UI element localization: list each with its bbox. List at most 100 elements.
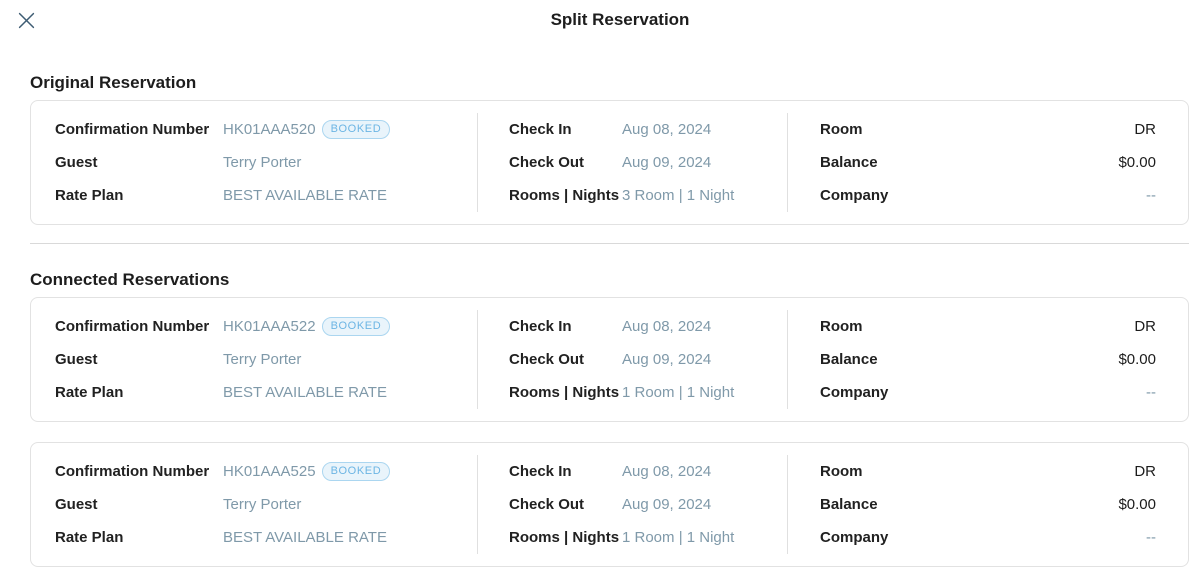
field-confirmation-number: Confirmation Number HK01AAA522 BOOKED [55,310,477,343]
field-rate-plan: Rate Plan BEST AVAILABLE RATE [55,179,477,212]
field-check-in: Check In Aug 08, 2024 [509,455,787,488]
balance-value: $0.00 [1118,351,1156,368]
field-label: Check Out [509,154,585,171]
field-label: Rate Plan [55,384,124,401]
status-badge: BOOKED [321,317,391,336]
section-heading-original: Original Reservation [30,73,197,92]
field-guest: Guest Terry Porter [55,146,477,179]
close-icon [18,12,35,29]
check-out-value: Aug 09, 2024 [622,154,712,171]
field-label: Check In [509,318,572,335]
field-label: Balance [820,351,878,368]
dialog-content: Original Reservation Confirmation Number… [30,73,1189,567]
check-in-value: Aug 08, 2024 [622,463,712,480]
field-company: Company -- [820,179,1156,212]
field-company: Company -- [820,376,1156,409]
field-confirmation-number: Confirmation Number HK01AAA520 BOOKED [55,113,477,146]
field-label: Room [820,463,863,480]
confirmation-number-value: HK01AAA522 [223,318,316,335]
company-value: -- [1146,187,1156,204]
field-check-in: Check In Aug 08, 2024 [509,113,787,146]
field-label: Check In [509,463,572,480]
room-value: DR [1134,121,1156,138]
rooms-nights-value: 1 Room | 1 Night [622,384,735,401]
field-room: Room DR [820,113,1156,146]
room-value: DR [1134,318,1156,335]
card-column-financial: Room DR Balance $0.00 Company -- [787,455,1188,554]
confirmation-number-value: HK01AAA525 [223,463,316,480]
field-rate-plan: Rate Plan BEST AVAILABLE RATE [55,376,477,409]
guest-value: Terry Porter [223,154,302,171]
field-check-out: Check Out Aug 09, 2024 [509,488,787,521]
rate-plan-value: BEST AVAILABLE RATE [223,187,387,204]
check-in-value: Aug 08, 2024 [622,121,712,138]
field-label: Guest [55,154,98,171]
field-room: Room DR [820,310,1156,343]
field-label: Rate Plan [55,187,124,204]
field-rooms-nights: Rooms | Nights 1 Room | 1 Night [509,521,787,554]
section-divider [30,243,1189,244]
guest-value: Terry Porter [223,496,302,513]
field-label: Balance [820,154,878,171]
check-out-value: Aug 09, 2024 [622,496,712,513]
field-label: Confirmation Number [55,463,210,480]
field-rooms-nights: Rooms | Nights 1 Room | 1 Night [509,376,787,409]
field-label: Check Out [509,496,585,513]
field-label: Company [820,187,889,204]
field-label: Guest [55,496,98,513]
field-guest: Guest Terry Porter [55,343,477,376]
confirmation-number-value: HK01AAA520 [223,121,316,138]
field-label: Rooms | Nights [509,187,620,204]
field-label: Check Out [509,351,585,368]
field-label: Balance [820,496,878,513]
section-heading-connected: Connected Reservations [30,270,230,289]
reservation-card: Confirmation Number HK01AAA520 BOOKED Gu… [30,100,1189,225]
card-column-stay: Check In Aug 08, 2024 Check Out Aug 09, … [477,113,787,212]
dialog-header: Split Reservation [0,0,1203,40]
check-out-value: Aug 09, 2024 [622,351,712,368]
room-value: DR [1134,463,1156,480]
field-label: Check In [509,121,572,138]
card-column-stay: Check In Aug 08, 2024 Check Out Aug 09, … [477,455,787,554]
field-label: Guest [55,351,98,368]
section-original-reservation: Original Reservation Confirmation Number… [30,73,1189,225]
company-value: -- [1146,384,1156,401]
rate-plan-value: BEST AVAILABLE RATE [223,384,387,401]
field-check-out: Check Out Aug 09, 2024 [509,343,787,376]
card-column-identity: Confirmation Number HK01AAA520 BOOKED Gu… [31,113,477,212]
section-connected-reservations: Connected Reservations Confirmation Numb… [30,270,1189,567]
card-column-stay: Check In Aug 08, 2024 Check Out Aug 09, … [477,310,787,409]
field-check-out: Check Out Aug 09, 2024 [509,146,787,179]
field-label: Confirmation Number [55,318,210,335]
card-column-financial: Room DR Balance $0.00 Company -- [787,310,1188,409]
reservation-card: Confirmation Number HK01AAA525 BOOKED Gu… [30,442,1189,567]
balance-value: $0.00 [1118,154,1156,171]
field-room: Room DR [820,455,1156,488]
page-title: Split Reservation [550,10,690,29]
field-label: Rooms | Nights [509,384,620,401]
field-balance: Balance $0.00 [820,343,1156,376]
field-check-in: Check In Aug 08, 2024 [509,310,787,343]
field-label: Company [820,529,889,546]
card-column-identity: Confirmation Number HK01AAA522 BOOKED Gu… [31,310,477,409]
field-label: Rooms | Nights [509,529,620,546]
field-label: Room [820,318,863,335]
field-company: Company -- [820,521,1156,554]
reservation-card: Confirmation Number HK01AAA522 BOOKED Gu… [30,297,1189,422]
close-button[interactable] [16,10,36,30]
field-confirmation-number: Confirmation Number HK01AAA525 BOOKED [55,455,477,488]
field-balance: Balance $0.00 [820,146,1156,179]
company-value: -- [1146,529,1156,546]
field-label: Confirmation Number [55,121,210,138]
card-column-identity: Confirmation Number HK01AAA525 BOOKED Gu… [31,455,477,554]
field-rooms-nights: Rooms | Nights 3 Room | 1 Night [509,179,787,212]
guest-value: Terry Porter [223,351,302,368]
field-label: Company [820,384,889,401]
status-badge: BOOKED [321,462,391,481]
check-in-value: Aug 08, 2024 [622,318,712,335]
balance-value: $0.00 [1118,496,1156,513]
card-column-financial: Room DR Balance $0.00 Company -- [787,113,1188,212]
field-label: Rate Plan [55,529,124,546]
rooms-nights-value: 1 Room | 1 Night [622,529,735,546]
